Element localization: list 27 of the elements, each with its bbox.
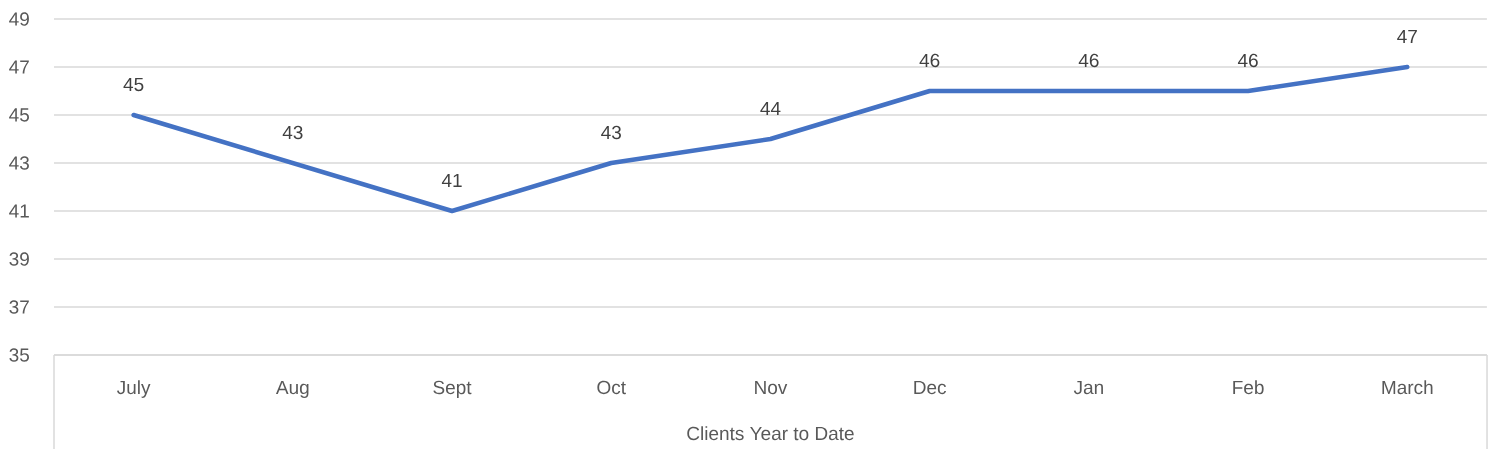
x-tick-label: Jan — [1073, 380, 1103, 395]
y-tick-label: 35 — [9, 348, 29, 362]
data-label: 46 — [1237, 53, 1258, 68]
x-tick-label: Aug — [275, 380, 309, 398]
x-tick-label: Oct — [597, 380, 626, 395]
y-tick-label: 49 — [9, 12, 29, 26]
y-tick-label: 47 — [9, 60, 29, 74]
data-label: 46 — [919, 53, 940, 68]
y-tick-label: 37 — [9, 300, 29, 314]
y-tick-label: 45 — [9, 108, 29, 122]
y-tick-label: 43 — [9, 156, 29, 170]
x-tick-label: Sept — [433, 380, 472, 398]
data-label: 43 — [282, 125, 303, 140]
x-tick-label: Dec — [914, 380, 947, 395]
data-label: 43 — [601, 125, 621, 140]
data-label: 46 — [1078, 53, 1099, 68]
y-tick-label: 41 — [9, 204, 29, 218]
data-label: 41 — [441, 173, 462, 187]
x-axis-title: Clients Year to Date — [687, 426, 854, 441]
x-tick-label: Feb — [1233, 380, 1264, 395]
data-label: 45 — [123, 77, 144, 92]
x-tick-label: March — [1382, 380, 1433, 395]
x-tick-label: July — [117, 380, 151, 398]
data-label: 47 — [1397, 29, 1417, 43]
y-tick-label: 39 — [9, 252, 29, 266]
x-tick-label: Nov — [755, 380, 788, 395]
data-label: 44 — [760, 101, 781, 115]
